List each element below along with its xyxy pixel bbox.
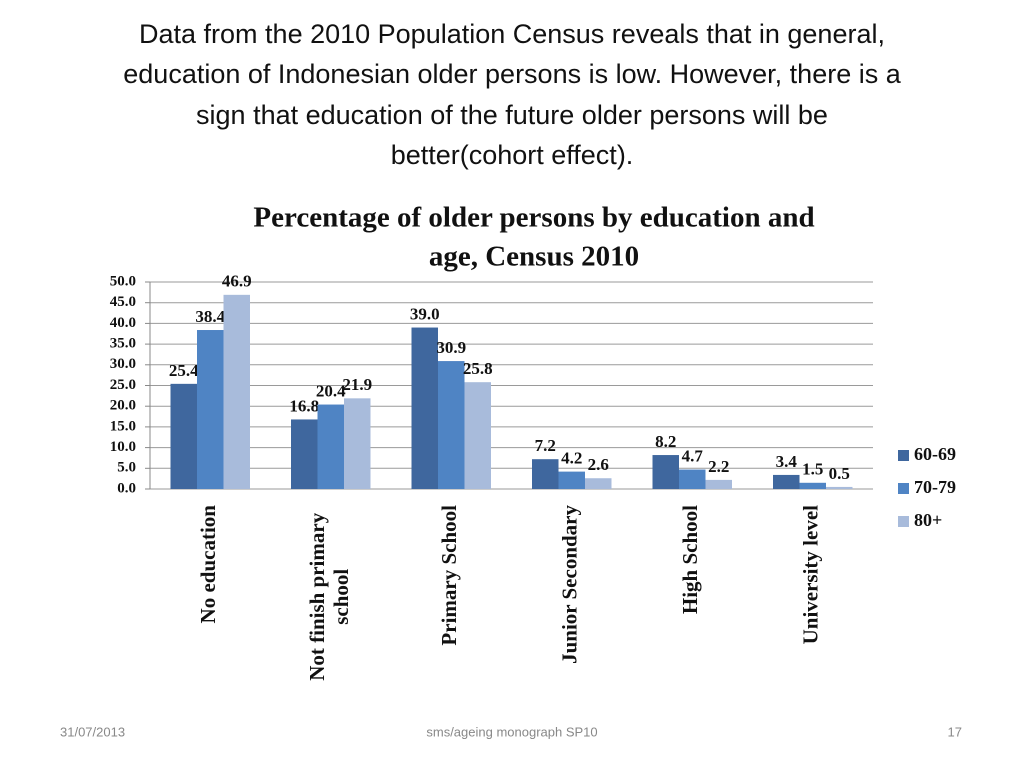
bar <box>223 294 250 489</box>
x-tick-label: University level <box>799 505 823 645</box>
page-number: 17 <box>948 724 962 739</box>
y-tick-label: 25.0 <box>110 377 136 393</box>
x-tick-label: Primary School <box>437 505 461 646</box>
bar <box>799 482 826 489</box>
value-label: 4.2 <box>561 449 582 468</box>
value-label: 7.2 <box>535 436 556 455</box>
value-label: 21.9 <box>342 375 372 394</box>
y-tick-label: 50.0 <box>110 273 136 289</box>
value-label: 8.2 <box>655 432 676 451</box>
value-label: 16.8 <box>289 396 319 415</box>
y-tick-label: 15.0 <box>110 418 136 434</box>
y-tick-label: 30.0 <box>110 356 136 372</box>
bar <box>679 469 706 489</box>
bar <box>826 486 853 489</box>
value-label: 2.2 <box>708 457 729 476</box>
legend-swatch <box>898 483 909 494</box>
y-tick-label: 20.0 <box>110 398 136 414</box>
value-label: 46.9 <box>222 272 252 291</box>
x-tick-label: No education <box>196 505 220 624</box>
y-tick-label: 0.0 <box>117 480 136 496</box>
heading-line: education of Indonesian older persons is… <box>123 59 901 89</box>
heading-line: Data from the 2010 Population Census rev… <box>139 19 885 49</box>
bar <box>411 327 438 489</box>
value-label: 30.9 <box>436 338 466 357</box>
y-tick-label: 10.0 <box>110 439 136 455</box>
legend-label: 70-79 <box>914 477 956 497</box>
legend-swatch <box>898 450 909 461</box>
bar <box>438 361 465 489</box>
bar <box>317 404 344 489</box>
bar <box>464 382 491 489</box>
x-tick-label: Not finish primaryschool <box>305 512 353 681</box>
value-label: 3.4 <box>776 452 798 471</box>
footer-date: 31/07/2013 <box>60 724 125 739</box>
bar <box>585 478 612 489</box>
chart-title: Percentage of older persons by education… <box>253 202 814 234</box>
legend-label: 60-69 <box>914 444 956 464</box>
bar <box>652 455 679 489</box>
bar <box>532 459 559 489</box>
bar <box>558 471 585 489</box>
bar <box>773 474 800 489</box>
value-label: 38.4 <box>195 307 225 326</box>
x-tick-label: Junior Secondary <box>558 505 582 664</box>
legend-swatch <box>898 516 909 527</box>
value-label: 0.5 <box>829 464 850 483</box>
value-label: 25.4 <box>169 361 199 380</box>
y-tick-label: 40.0 <box>110 315 136 331</box>
bar <box>344 398 371 489</box>
legend-label: 80+ <box>914 510 942 530</box>
bar <box>170 383 197 489</box>
y-tick-label: 35.0 <box>110 336 136 352</box>
value-label: 25.8 <box>463 359 493 378</box>
bar <box>291 419 318 489</box>
y-tick-label: 45.0 <box>110 294 136 310</box>
footer-source: sms/ageing monograph SP10 <box>426 724 597 739</box>
bar <box>705 479 732 489</box>
value-label: 20.4 <box>316 381 346 400</box>
value-label: 4.7 <box>682 446 704 465</box>
value-label: 1.5 <box>802 460 823 479</box>
bar <box>197 330 224 489</box>
heading-line: better(cohort effect). <box>391 140 634 170</box>
x-tick-label: High School <box>678 505 702 614</box>
value-label: 39.0 <box>410 304 440 323</box>
y-tick-label: 5.0 <box>117 460 136 476</box>
chart-title: age, Census 2010 <box>429 241 639 273</box>
heading-line: sign that education of the future older … <box>196 100 828 130</box>
value-label: 2.6 <box>588 455 609 474</box>
